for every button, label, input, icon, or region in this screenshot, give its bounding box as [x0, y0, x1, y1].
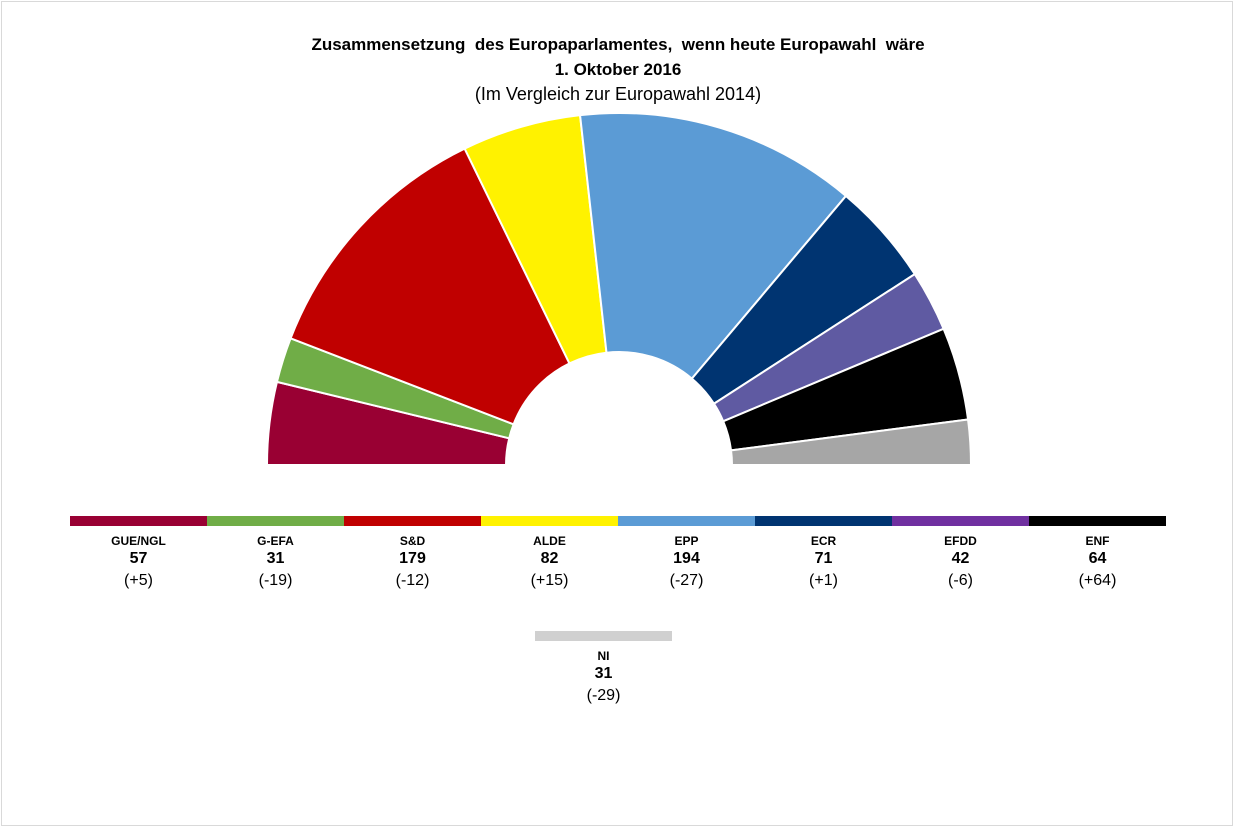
legend-name-g-efa: G-EFA — [257, 534, 294, 548]
legend-bar-s-d — [344, 516, 481, 526]
legend-change-s-d: (-12) — [395, 572, 430, 589]
legend-change-efdd: (-6) — [948, 572, 973, 589]
legend-bar-alde — [481, 516, 618, 526]
legend-seats-epp: 194 — [673, 550, 700, 567]
legend-seats-gue-ngl: 57 — [129, 550, 148, 567]
legend-name-s-d: S&D — [399, 534, 426, 548]
legend-item-s-d: S&D 179 (-12) — [344, 516, 481, 592]
legend-change-gue-ngl: (+5) — [124, 572, 153, 589]
legend-change-g-efa: (-19) — [258, 572, 293, 589]
legend-seats-enf: 64 — [1088, 550, 1107, 567]
legend-item-epp: EPP 194 (-27) — [618, 516, 755, 592]
legend-item-efdd: EFDD 42 (-6) — [892, 516, 1029, 592]
chart-subtitle: (Im Vergleich zur Europawahl 2014) — [474, 84, 762, 104]
legend-name-ni: NI — [597, 649, 610, 663]
legend-item-g-efa: G-EFA 31 (-19) — [207, 516, 344, 592]
legend-change-ecr: (+1) — [809, 572, 838, 589]
legend-seats-alde: 82 — [540, 550, 559, 567]
chart-date: 1. Oktober 2016 — [554, 60, 682, 79]
legend-seats-ecr: 71 — [814, 550, 833, 567]
legend-item-gue-ngl: GUE/NGL 57 (+5) — [70, 516, 207, 592]
legend: GUE/NGL 57 (+5) G-EFA 31 (-19) S&D 179 (-12) ALDE… — [70, 516, 1166, 592]
legend-name-epp: EPP — [674, 534, 699, 548]
legend-seats-g-efa: 31 — [266, 550, 285, 567]
legend-seats-s-d: 179 — [399, 550, 426, 567]
legend-name-ecr: ECR — [810, 534, 837, 548]
legend-change-enf: (+64) — [1078, 572, 1117, 589]
legend-name-efdd: EFDD — [944, 534, 977, 548]
legend-item-alde: ALDE 82 (+15) — [481, 516, 618, 592]
legend-name-alde: ALDE — [533, 534, 566, 548]
legend-bar-gue-ngl — [70, 516, 207, 526]
legend-bar-g-efa — [207, 516, 344, 526]
legend-seats-ni: 31 — [594, 665, 613, 682]
legend-seats-efdd: 42 — [951, 550, 970, 567]
legend-item-ni: NI 31 (-29) — [535, 631, 672, 707]
chart-title-block: Zusammensetzung des Europaparlamentes, w… — [0, 32, 1236, 107]
slice-s-d — [289, 147, 571, 426]
legend-change-ni: (-29) — [586, 687, 621, 704]
slice-epp — [578, 112, 848, 381]
legend-bar-enf — [1029, 516, 1166, 526]
slice-ni — [729, 418, 973, 466]
legend-name-gue-ngl: GUE/NGL — [111, 534, 166, 548]
legend-change-epp: (-27) — [669, 572, 704, 589]
legend-bar-ecr — [755, 516, 892, 526]
legend-name-enf: ENF — [1085, 534, 1110, 548]
legend-bar-efdd — [892, 516, 1029, 526]
legend-bar-ni — [535, 631, 672, 641]
chart-title: Zusammensetzung des Europaparlamentes, w… — [311, 35, 925, 54]
legend-change-alde: (+15) — [530, 572, 569, 589]
legend-item-ecr: ECR 71 (+1) — [755, 516, 892, 592]
legend-item-enf: ENF 64 (+64) — [1029, 516, 1166, 592]
legend-bar-epp — [618, 516, 755, 526]
